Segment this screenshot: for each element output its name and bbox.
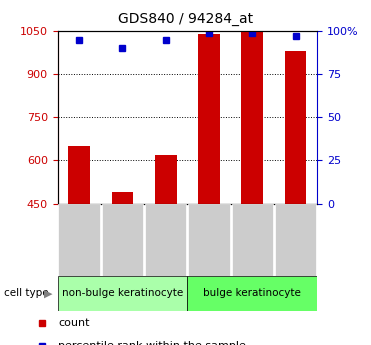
- Bar: [242, 32, 263, 204]
- Bar: [188, 204, 230, 276]
- Bar: [58, 276, 187, 310]
- Bar: [58, 204, 100, 276]
- Text: count: count: [58, 318, 90, 328]
- Bar: [68, 146, 90, 204]
- Bar: [102, 204, 143, 276]
- Text: non-bulge keratinocyte: non-bulge keratinocyte: [62, 288, 183, 298]
- Text: percentile rank within the sample: percentile rank within the sample: [58, 341, 246, 345]
- Bar: [112, 192, 133, 204]
- Bar: [285, 51, 306, 204]
- Bar: [275, 204, 316, 276]
- Bar: [187, 276, 317, 310]
- Bar: [232, 204, 273, 276]
- Text: cell type: cell type: [4, 288, 48, 298]
- Bar: [145, 204, 187, 276]
- Text: GDS840 / 94284_at: GDS840 / 94284_at: [118, 12, 253, 26]
- Text: ▶: ▶: [44, 288, 52, 298]
- Text: bulge keratinocyte: bulge keratinocyte: [203, 288, 301, 298]
- Bar: [155, 155, 177, 204]
- Bar: [198, 34, 220, 204]
